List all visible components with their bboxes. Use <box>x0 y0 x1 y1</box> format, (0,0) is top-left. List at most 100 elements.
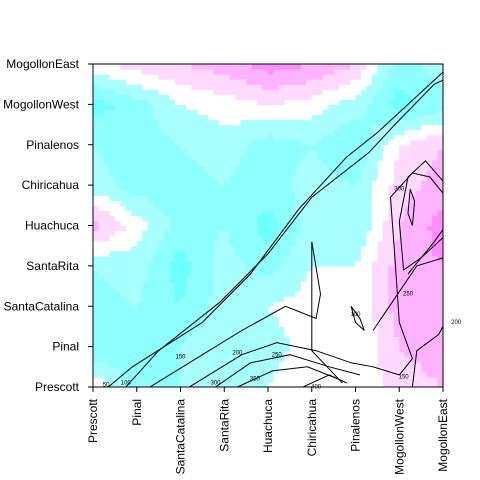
fill-cell <box>229 169 236 176</box>
fill-cell <box>158 119 165 126</box>
fill-cell <box>426 74 433 80</box>
fill-cell <box>114 180 121 186</box>
fill-cell <box>382 74 389 80</box>
fill-cell <box>410 190 417 196</box>
fill-cell <box>93 316 100 322</box>
fill-cell <box>158 220 165 227</box>
fill-cell <box>240 265 247 272</box>
fill-cell <box>235 341 242 348</box>
fill-cell <box>415 175 422 181</box>
fill-cell <box>295 366 302 373</box>
fill-cell <box>382 129 389 136</box>
fill-cell <box>180 265 187 272</box>
fill-cell <box>289 336 296 343</box>
fill-cell <box>328 321 335 328</box>
fill-cell <box>164 265 171 272</box>
fill-cell <box>202 301 209 307</box>
fill-cell <box>224 351 231 358</box>
contour-line <box>237 366 339 387</box>
fill-cell <box>131 180 138 186</box>
fill-cell <box>404 235 411 242</box>
fill-cell <box>218 281 225 287</box>
fill-cell <box>311 341 318 348</box>
fill-cell <box>240 281 247 287</box>
fill-cell <box>142 240 149 247</box>
fill-cell <box>311 265 318 272</box>
fill-cell <box>147 296 154 302</box>
fill-cell <box>142 154 149 161</box>
fill-cell <box>240 371 247 378</box>
fill-cell <box>257 306 264 312</box>
fill-cell <box>333 361 340 368</box>
fill-cell <box>278 195 286 201</box>
fill-cell <box>393 134 400 141</box>
fill-cell <box>317 240 324 247</box>
fill-cell <box>164 139 171 146</box>
fill-cell <box>262 119 269 126</box>
fill-cell <box>185 351 193 358</box>
fill-cell <box>284 190 291 196</box>
fill-cell <box>229 114 236 121</box>
fill-cell <box>169 169 176 176</box>
fill-cell <box>382 159 389 166</box>
fill-cell <box>103 144 111 151</box>
fill-cell <box>355 215 362 222</box>
fill-cell <box>300 240 307 247</box>
fill-cell <box>333 356 340 363</box>
fill-cell <box>235 64 242 70</box>
fill-cell <box>344 190 351 196</box>
fill-cell <box>202 336 209 343</box>
fill-cell <box>164 230 171 237</box>
fill-cell <box>268 94 275 100</box>
fill-cell <box>284 129 291 136</box>
fill-cell <box>240 180 247 186</box>
fill-cell <box>213 164 220 171</box>
fill-cell <box>388 250 395 257</box>
fill-cell <box>131 69 138 75</box>
fill-cell <box>180 351 187 358</box>
fill-cell <box>246 270 253 277</box>
fill-cell <box>202 275 209 282</box>
fill-cell <box>191 164 198 171</box>
fill-cell <box>300 230 307 237</box>
fill-cell <box>120 169 127 176</box>
fill-cell <box>246 129 253 136</box>
fill-cell <box>147 180 154 186</box>
fill-cell <box>322 119 329 126</box>
fill-cell <box>322 94 329 100</box>
fill-cell <box>339 376 346 383</box>
fill-cell <box>437 84 443 90</box>
fill-cell <box>360 265 368 272</box>
fill-cell <box>388 296 395 302</box>
fill-cell <box>185 104 193 111</box>
fill-cell <box>257 159 264 166</box>
fill-cell <box>218 316 225 322</box>
fill-cell <box>207 316 214 322</box>
fill-cell <box>273 190 280 196</box>
fill-cell <box>153 119 160 126</box>
fill-cell <box>377 195 384 201</box>
fill-cell <box>207 210 214 217</box>
fill-cell <box>355 351 362 358</box>
fill-cell <box>240 341 247 348</box>
fill-cell <box>229 336 236 343</box>
fill-cell <box>360 109 368 116</box>
fill-cell <box>300 74 307 80</box>
fill-cell <box>109 64 116 70</box>
fill-cell <box>103 326 111 333</box>
fill-cell <box>235 149 242 156</box>
fill-cell <box>371 180 378 186</box>
fill-cell <box>257 371 264 378</box>
contour-line <box>407 189 416 226</box>
fill-cell <box>432 144 439 151</box>
fill-cell <box>284 301 291 307</box>
fill-cell <box>207 159 214 166</box>
fill-cell <box>371 129 378 136</box>
fill-cell <box>399 190 406 196</box>
fill-cell <box>175 164 182 171</box>
fill-cell <box>333 154 340 161</box>
fill-cell <box>399 235 406 242</box>
fill-cell <box>240 64 247 70</box>
fill-cell <box>350 169 357 176</box>
fill-cell <box>93 205 100 211</box>
